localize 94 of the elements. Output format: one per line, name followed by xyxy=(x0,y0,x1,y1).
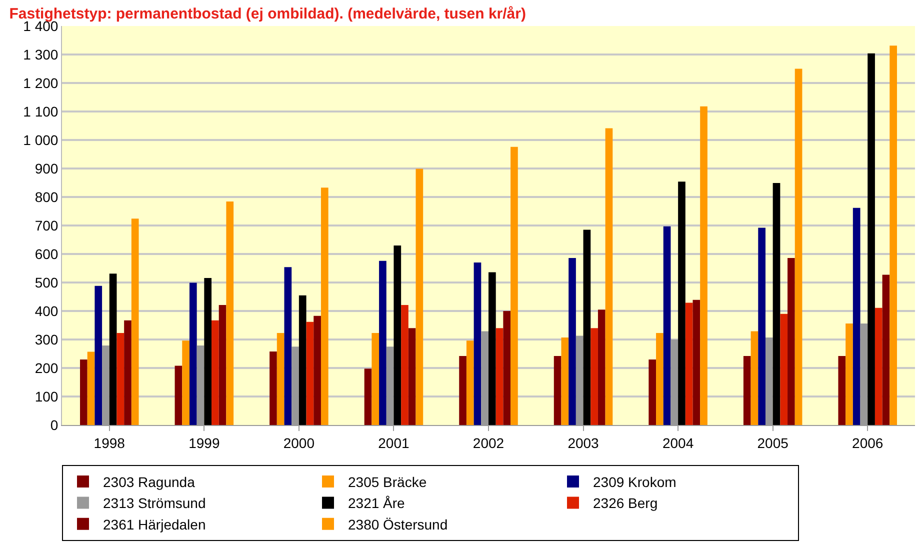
bar xyxy=(124,320,132,425)
y-tick-label: 1 300 xyxy=(23,46,58,62)
x-tick-label: 2004 xyxy=(662,434,694,451)
bar xyxy=(320,188,328,425)
bar xyxy=(284,267,292,425)
bar xyxy=(663,226,671,425)
x-tick-label: 2002 xyxy=(472,434,504,451)
x-tick-label: 2006 xyxy=(852,434,884,451)
bar xyxy=(131,218,139,425)
bar xyxy=(276,332,284,425)
bar xyxy=(80,359,88,425)
bar xyxy=(488,272,496,425)
bar xyxy=(459,356,466,425)
legend-label: 2361 Härjedalen xyxy=(103,516,206,532)
legend-label: 2313 Strömsund xyxy=(103,495,206,512)
bar xyxy=(852,208,860,425)
legend-label: 2305 Bräcke xyxy=(348,474,427,490)
bar xyxy=(846,324,853,425)
legend-label: 2326 Berg xyxy=(593,495,658,512)
bar xyxy=(94,286,102,425)
bar xyxy=(648,359,656,425)
bar xyxy=(743,356,751,425)
bar xyxy=(656,332,664,425)
bar xyxy=(590,328,598,425)
y-tick-label: 100 xyxy=(34,388,58,404)
bar xyxy=(794,68,802,425)
bar xyxy=(605,128,613,425)
bar xyxy=(416,168,424,425)
bar xyxy=(874,308,882,425)
y-tick-label: 200 xyxy=(34,360,58,376)
legend-label: 2321 Åre xyxy=(348,495,406,512)
legend-label: 2309 Krokom xyxy=(593,474,676,490)
y-tick-label: 300 xyxy=(34,331,58,348)
bar xyxy=(503,311,511,425)
bar xyxy=(379,260,386,425)
bar xyxy=(700,106,708,425)
legend-label: 2303 Ragunda xyxy=(103,474,196,490)
bar xyxy=(780,314,788,425)
x-tick-label: 2000 xyxy=(283,434,315,451)
bar xyxy=(314,316,321,425)
bar xyxy=(466,340,474,425)
x-tick-label: 1999 xyxy=(188,434,220,451)
bar xyxy=(678,182,686,425)
y-tick-label: 500 xyxy=(34,274,58,290)
bar xyxy=(568,258,576,425)
y-tick-label: 0 xyxy=(50,416,58,433)
bar xyxy=(212,320,219,425)
bar xyxy=(109,274,117,425)
y-tick-label: 400 xyxy=(34,302,58,319)
bar xyxy=(788,258,795,425)
y-tick-label: 900 xyxy=(34,160,58,176)
bar xyxy=(306,322,314,425)
y-tick-label: 600 xyxy=(34,246,58,262)
bar xyxy=(496,328,504,425)
x-tick-label: 2001 xyxy=(378,434,410,451)
bar xyxy=(298,295,306,425)
bar xyxy=(554,356,562,425)
bar xyxy=(561,338,569,425)
bar xyxy=(182,340,190,425)
y-tick-label: 1 000 xyxy=(23,132,58,148)
bar xyxy=(401,305,408,425)
bar xyxy=(685,302,693,425)
bar xyxy=(218,305,226,425)
x-tick-label: 2005 xyxy=(757,434,789,451)
legend-label: 2380 Östersund xyxy=(348,516,448,532)
bar xyxy=(408,328,416,425)
bar xyxy=(394,245,402,425)
bar xyxy=(87,352,95,425)
bar xyxy=(116,332,124,425)
y-tick-label: 1 100 xyxy=(23,103,58,120)
bar xyxy=(226,202,234,425)
bar xyxy=(692,300,700,425)
bar xyxy=(882,274,890,425)
bar xyxy=(838,356,846,425)
bar xyxy=(364,368,372,425)
bar xyxy=(270,351,277,425)
bar xyxy=(750,331,758,425)
bar xyxy=(474,262,482,425)
bar xyxy=(583,230,591,425)
bar xyxy=(372,332,380,425)
bar xyxy=(758,228,766,425)
bar xyxy=(204,278,212,425)
x-tick-label: 2003 xyxy=(568,434,600,451)
bar xyxy=(772,183,780,425)
y-tick-label: 700 xyxy=(34,217,58,234)
bar xyxy=(189,282,197,425)
y-tick-label: 1 200 xyxy=(23,74,58,91)
bar xyxy=(510,146,518,425)
bar xyxy=(598,310,606,425)
x-tick-label: 1998 xyxy=(94,434,126,451)
y-tick-label: 800 xyxy=(34,188,58,205)
bar xyxy=(868,53,875,425)
bar xyxy=(174,366,182,425)
bar xyxy=(890,46,897,425)
